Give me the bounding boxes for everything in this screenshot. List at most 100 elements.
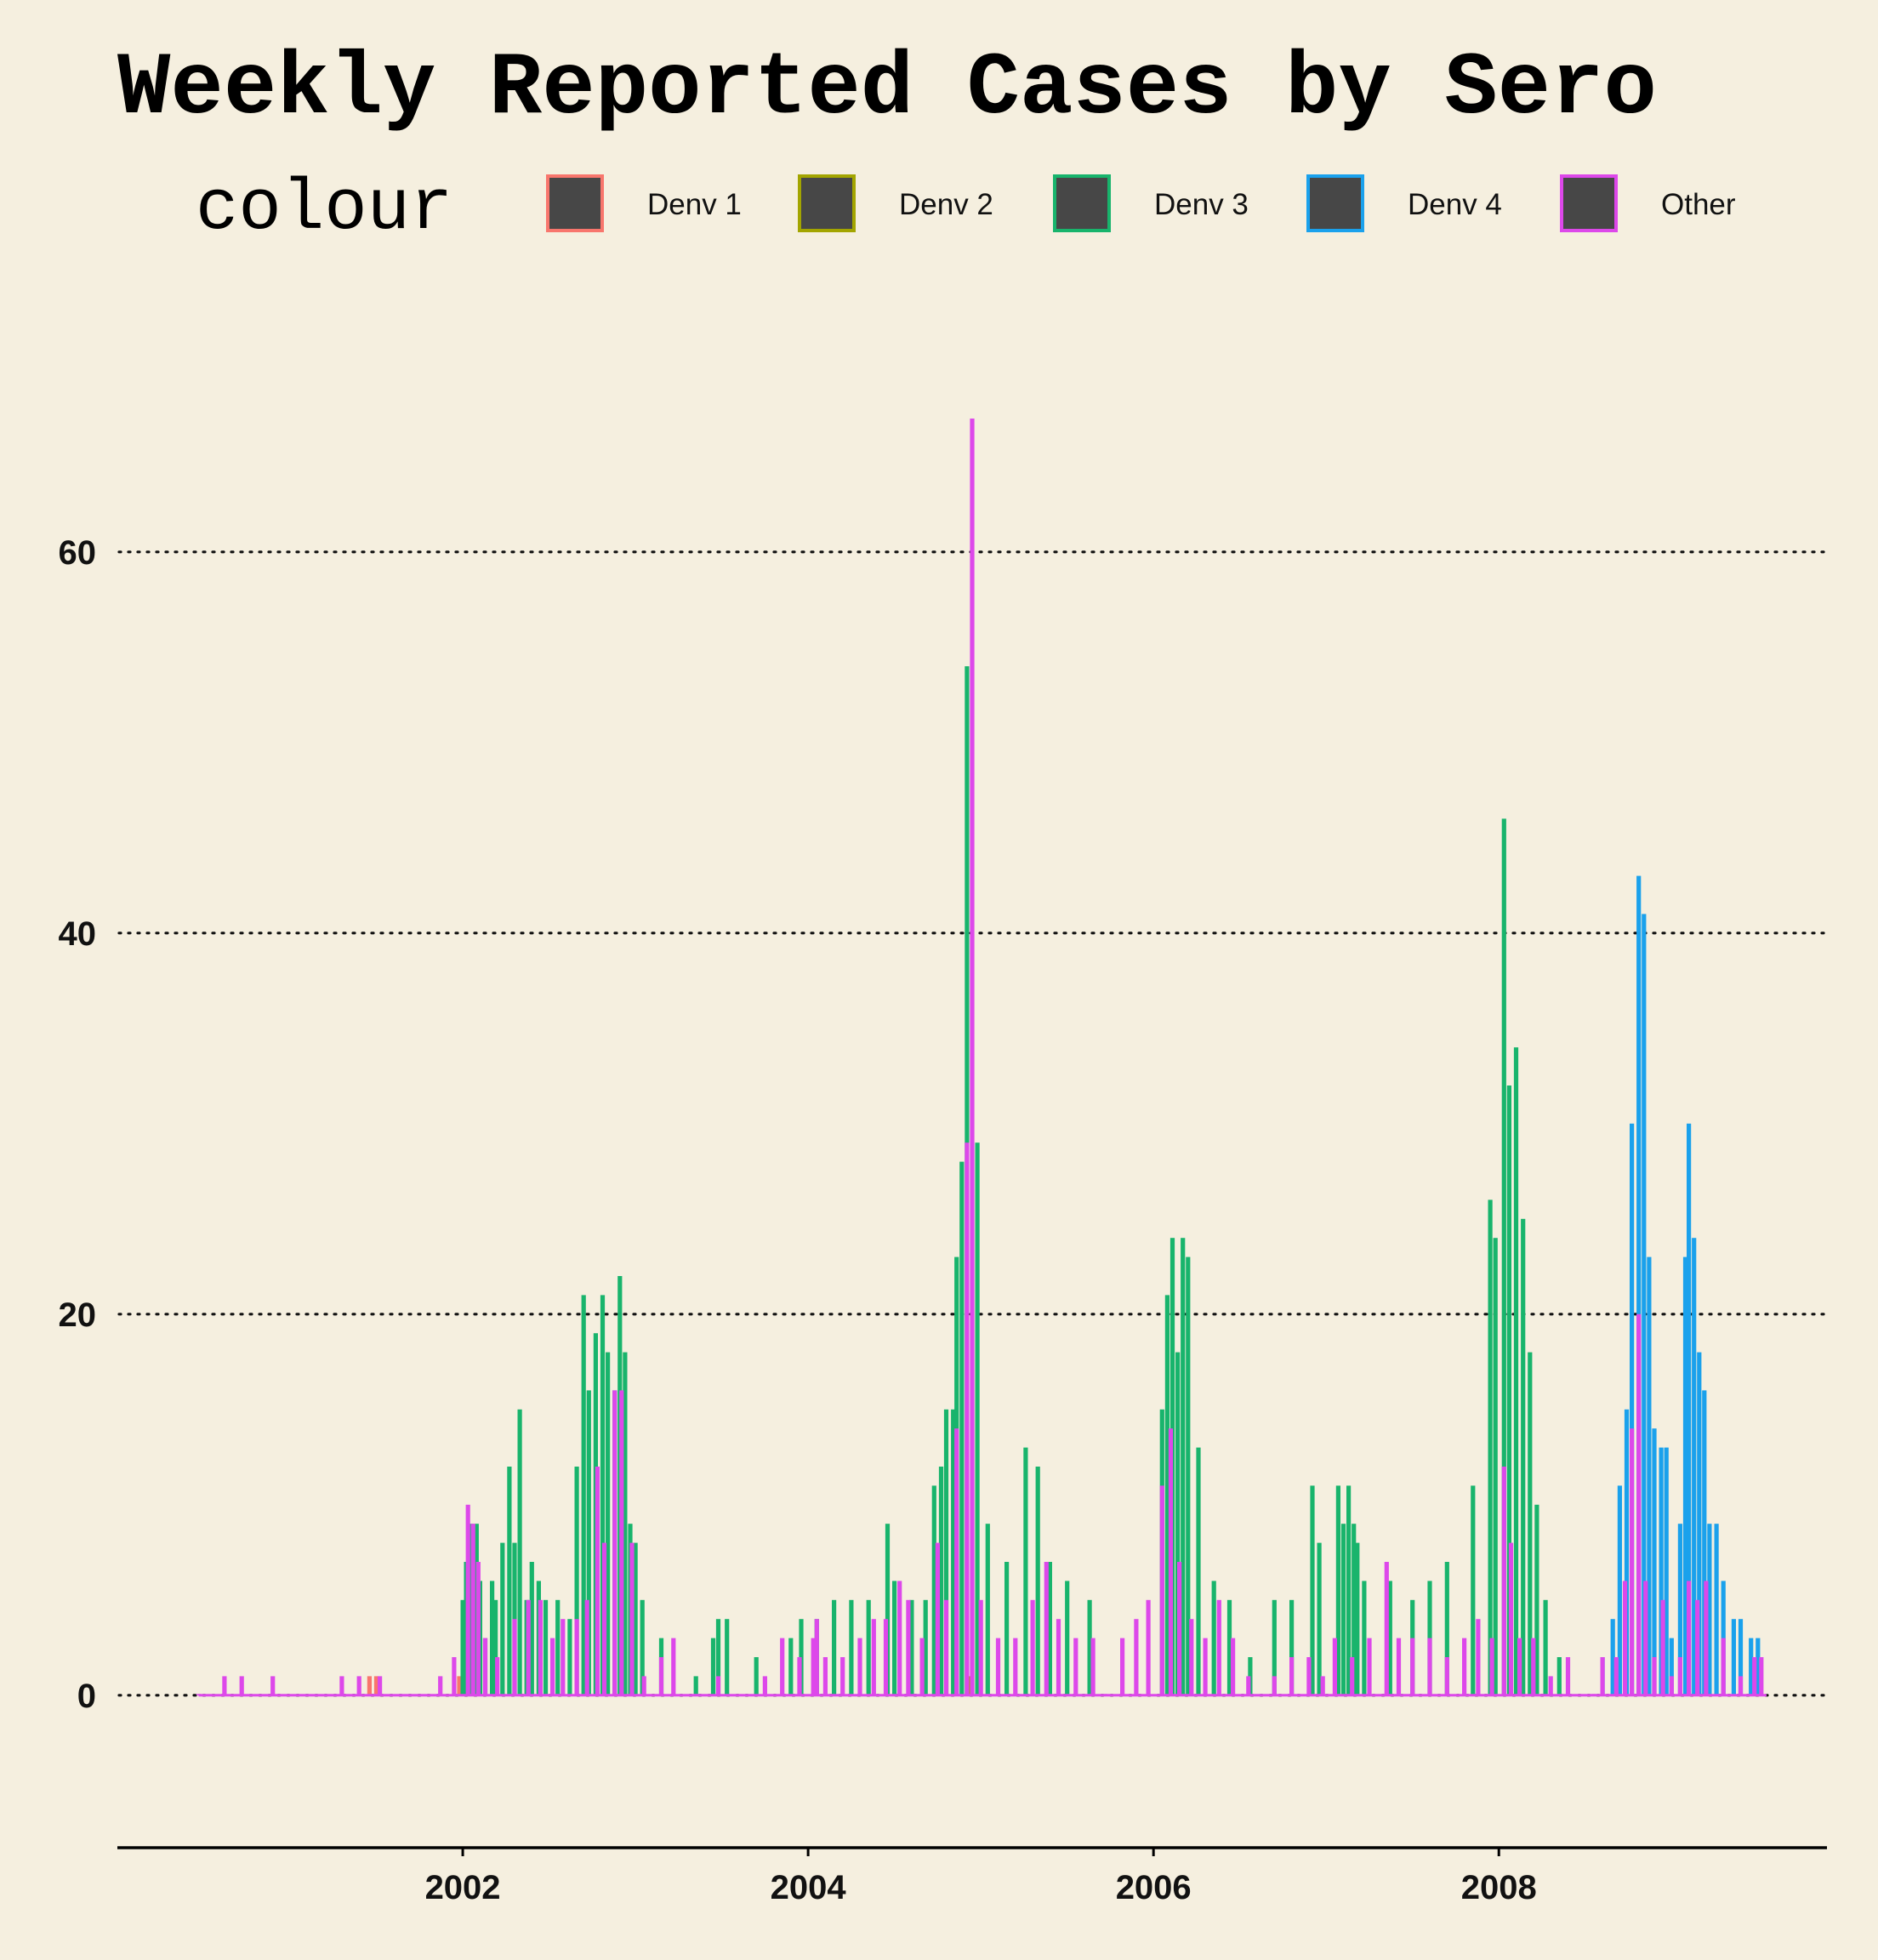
bar-other bbox=[482, 1638, 488, 1695]
bar-denv-3 bbox=[1065, 1581, 1070, 1695]
bar-denv-3 bbox=[1387, 1581, 1392, 1695]
bar-other bbox=[601, 1542, 607, 1695]
bar-denv-3 bbox=[832, 1599, 837, 1695]
legend-key-denv-4 bbox=[1306, 174, 1364, 232]
bar-denv-3 bbox=[1340, 1524, 1346, 1695]
y-tick-label: 20 bbox=[59, 1296, 97, 1334]
bar-other bbox=[1090, 1638, 1096, 1695]
bar-denv-3 bbox=[710, 1638, 716, 1695]
bar-other bbox=[897, 1581, 902, 1695]
bar-other bbox=[1231, 1638, 1236, 1695]
bar-denv-4 bbox=[1630, 1123, 1635, 1695]
bar-denv-3 bbox=[1501, 818, 1506, 1695]
bar-other bbox=[1531, 1638, 1536, 1695]
bar-other bbox=[871, 1619, 876, 1695]
bar-other bbox=[1622, 1581, 1628, 1695]
bar-denv-4 bbox=[1707, 1524, 1712, 1695]
bar-other bbox=[356, 1676, 361, 1695]
bar-denv-3 bbox=[885, 1524, 891, 1695]
bar-other bbox=[978, 1599, 983, 1695]
bar-other bbox=[780, 1638, 785, 1695]
bar-denv-3 bbox=[959, 1161, 965, 1695]
bar-other bbox=[438, 1676, 443, 1695]
bar-other bbox=[1489, 1638, 1494, 1695]
bar-other bbox=[1289, 1657, 1295, 1695]
bar-other bbox=[1687, 1581, 1692, 1695]
bar-other bbox=[943, 1599, 949, 1695]
bar-denv-3 bbox=[1310, 1485, 1315, 1695]
bar-other bbox=[1044, 1562, 1049, 1695]
bar-denv-3 bbox=[788, 1638, 794, 1695]
bar-denv-4 bbox=[1617, 1485, 1622, 1695]
y-tick-label: 40 bbox=[59, 915, 97, 953]
bar-other bbox=[1384, 1562, 1389, 1695]
bar-other bbox=[1695, 1599, 1700, 1695]
legend-title: colour bbox=[196, 169, 452, 250]
bar-denv-3 bbox=[1023, 1447, 1028, 1695]
bar-other bbox=[378, 1676, 383, 1695]
bar-denv-3 bbox=[1543, 1599, 1548, 1695]
legend-key-denv-3 bbox=[1053, 174, 1111, 232]
bar-denv-3 bbox=[574, 1467, 579, 1695]
bar-other bbox=[811, 1638, 816, 1695]
bar-other bbox=[1669, 1676, 1674, 1695]
bar-other bbox=[1030, 1599, 1035, 1695]
bar-denv-1 bbox=[457, 1676, 462, 1695]
legend-label-other: Other bbox=[1661, 188, 1736, 221]
bar-denv-3 bbox=[1087, 1599, 1092, 1695]
bar-other bbox=[1246, 1676, 1251, 1695]
bar-denv-3 bbox=[1534, 1504, 1539, 1695]
bar-denv-3 bbox=[1352, 1524, 1357, 1695]
bar-denv-3 bbox=[606, 1352, 611, 1695]
bar-denv-3 bbox=[1181, 1238, 1186, 1695]
bar-other bbox=[1350, 1657, 1355, 1695]
bar-other bbox=[270, 1676, 276, 1695]
bar-denv-3 bbox=[1226, 1599, 1232, 1695]
bar-other bbox=[822, 1657, 828, 1695]
bar-other bbox=[512, 1619, 517, 1695]
bar-denv-4 bbox=[1756, 1638, 1761, 1695]
bar-other bbox=[906, 1599, 911, 1695]
bar-denv-3 bbox=[1444, 1562, 1449, 1695]
bar-denv-4 bbox=[1636, 875, 1642, 1695]
bar-other bbox=[715, 1676, 721, 1695]
bar-other bbox=[595, 1467, 600, 1695]
legend: colour Denv 1 Denv 2 Denv 3 Denv 4 Other bbox=[196, 169, 1736, 250]
bar-denv-3 bbox=[849, 1599, 854, 1695]
bar-other bbox=[1168, 1428, 1174, 1695]
bar-denv-3 bbox=[1272, 1599, 1277, 1695]
bar-denv-3 bbox=[1362, 1581, 1367, 1695]
bar-other bbox=[1396, 1638, 1402, 1695]
bar-denv-3 bbox=[923, 1599, 928, 1695]
axes: 0 20 40 60 2002 2004 2006 2008 bbox=[59, 534, 1827, 1906]
bar-denv-3 bbox=[490, 1581, 495, 1695]
bar-other bbox=[561, 1619, 566, 1695]
bar-denv-3 bbox=[586, 1390, 591, 1695]
bar-other bbox=[1721, 1638, 1726, 1695]
bar-other bbox=[1320, 1676, 1325, 1695]
bar-denv-3 bbox=[693, 1676, 698, 1695]
bar-denv-3 bbox=[1488, 1199, 1493, 1695]
bar-other bbox=[1367, 1638, 1372, 1695]
bar-denv-3 bbox=[715, 1619, 721, 1695]
legend-key-other bbox=[1560, 174, 1618, 232]
bar-denv-3 bbox=[581, 1295, 586, 1695]
bar-other bbox=[1444, 1657, 1449, 1695]
bar-denv-4 bbox=[1642, 914, 1647, 1695]
bar-denv-3 bbox=[1317, 1542, 1322, 1695]
bar-denv-3 bbox=[1355, 1542, 1360, 1695]
bar-other bbox=[495, 1657, 500, 1695]
bar-other bbox=[196, 1694, 201, 1695]
bar-denv-1 bbox=[373, 1676, 379, 1695]
bar-other bbox=[1306, 1657, 1312, 1695]
bar-denv-4 bbox=[1659, 1447, 1664, 1695]
bar-other bbox=[1652, 1657, 1657, 1695]
bar-other bbox=[1508, 1542, 1514, 1695]
bar-other bbox=[1410, 1638, 1415, 1695]
bar-denv-3 bbox=[1211, 1581, 1216, 1695]
bar-other bbox=[1643, 1581, 1648, 1695]
bar-denv-3 bbox=[567, 1619, 572, 1695]
bar-denv-3 bbox=[529, 1562, 534, 1695]
bar-denv-3 bbox=[1506, 1085, 1511, 1695]
